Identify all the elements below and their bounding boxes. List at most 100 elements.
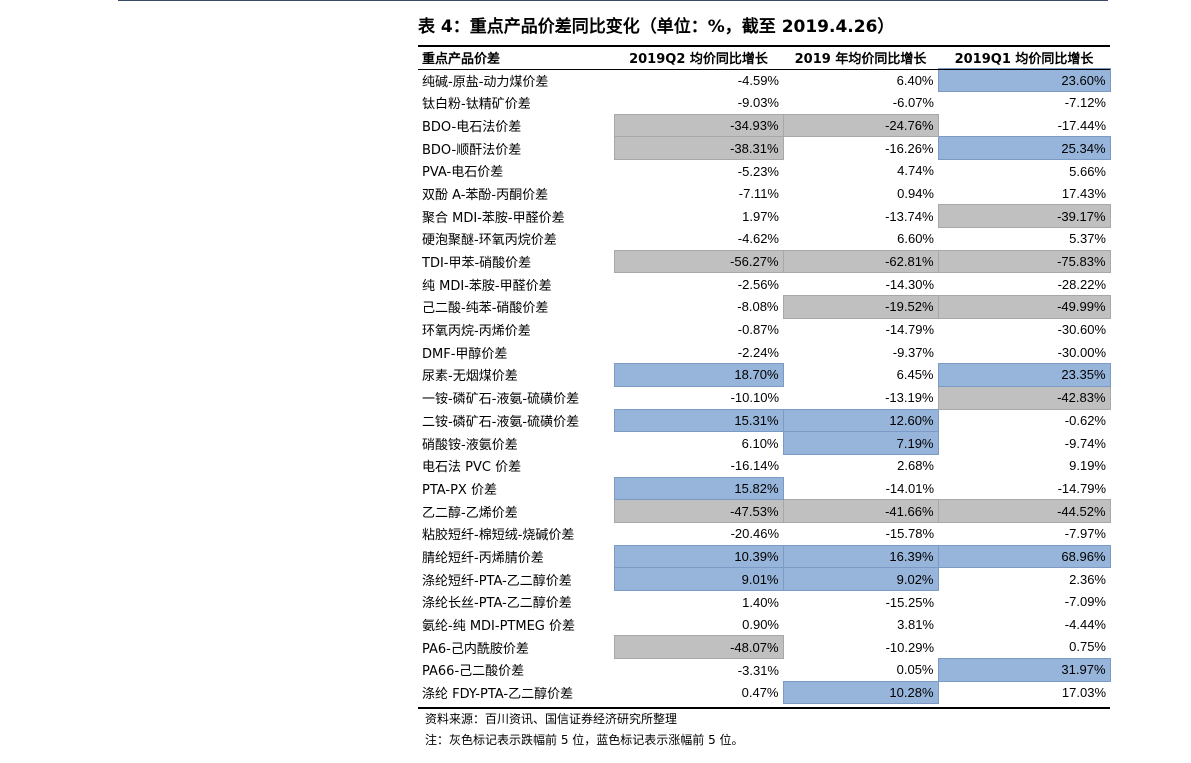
table-row: 氨纶-纯 MDI-PTMEG 价差 0.90% 3.81% -4.44% xyxy=(418,613,1110,636)
product-spread-name: 尿素-无烟煤价差 xyxy=(422,369,518,385)
table-row: 粘胶短纤-棉短绒-烧碱价差 -20.46% -15.78% -7.97% xyxy=(418,522,1110,545)
column-header-product: 重点产品价差 xyxy=(422,51,501,67)
table-row: 涤纶短纤-PTA-乙二醇价差 9.01% 9.02% 2.36% xyxy=(418,567,1110,591)
annual-yoy-value: 4.74% xyxy=(897,163,934,179)
q2-yoy-value: -34.93% xyxy=(613,113,784,138)
table-row: 双酚 A-苯酚-丙酮价差 -7.11% 0.94% 17.43% xyxy=(418,182,1110,205)
annual-yoy-value: -14.01% xyxy=(885,480,934,496)
annual-yoy-value: -62.81% xyxy=(782,249,939,274)
table-row: 钛白粉-钛精矿价差 -9.03% -6.07% -7.12% xyxy=(418,91,1110,114)
product-spread-name: 腈纶短纤-丙烯腈价差 xyxy=(422,550,544,566)
product-spread-name: BDO-电石法价差 xyxy=(422,119,522,135)
table-row: 聚合 MDI-苯胺-甲醛价差 1.97% -13.74% -39.17% xyxy=(418,204,1111,228)
product-spread-name: 硬泡聚醚-环氧丙烷价差 xyxy=(422,233,557,249)
product-spread-name: 钛白粉-钛精矿价差 xyxy=(422,97,531,113)
product-spread-name: 硝酸铵-液氨价差 xyxy=(422,437,518,453)
product-spread-name: 环氧丙烷-丙烯价差 xyxy=(422,324,531,340)
product-spread-name: PA6-己内酰胺价差 xyxy=(422,641,529,657)
q1-yoy-value: 2.36% xyxy=(1069,571,1106,587)
annual-yoy-value: -13.74% xyxy=(885,208,934,224)
annual-yoy-value: 3.81% xyxy=(897,617,934,633)
table-row: PTA-PX 价差 15.82% -14.01% -14.79% xyxy=(418,476,1110,501)
q2-yoy-value: -3.31% xyxy=(737,662,779,678)
table-row: 涤纶 FDY-PTA-乙二醇价差 0.47% 10.28% 17.03% xyxy=(418,680,1110,705)
product-spread-name: 涤纶 FDY-PTA-乙二醇价差 xyxy=(422,687,574,703)
product-spread-name: 纯碱-原盐-动力煤价差 xyxy=(422,74,549,90)
page-top-line xyxy=(118,0,1108,1)
q2-yoy-value: 6.10% xyxy=(741,435,779,451)
q2-yoy-value: -0.87% xyxy=(737,322,779,338)
q1-yoy-value: -39.17% xyxy=(937,204,1111,228)
q1-yoy-value: -0.62% xyxy=(1064,413,1106,429)
q2-yoy-value: 1.40% xyxy=(742,594,779,610)
q1-yoy-value: -49.99% xyxy=(937,295,1111,319)
annual-yoy-value: 0.05% xyxy=(896,662,934,678)
q1-yoy-value: -17.44% xyxy=(1057,117,1106,133)
q1-yoy-value: -28.22% xyxy=(1057,276,1106,292)
q1-yoy-value: -30.00% xyxy=(1057,344,1106,360)
product-spread-name: 聚合 MDI-苯胺-甲醛价差 xyxy=(422,210,565,226)
header-bottom-rule xyxy=(418,69,1110,70)
table-header-row: 重点产品价差 2019Q2 均价同比增长 2019 年均价同比增长 2019Q1… xyxy=(418,46,1110,69)
q2-yoy-value: 15.82% xyxy=(613,476,784,501)
annual-yoy-value: -14.30% xyxy=(885,276,934,292)
q1-yoy-value: 17.43% xyxy=(1061,185,1106,201)
product-spread-name: 二铵-磷矿石-液氨-硫磺价差 xyxy=(422,414,580,430)
q2-yoy-value: -5.23% xyxy=(737,163,779,179)
q1-yoy-value: -7.12% xyxy=(1064,95,1106,111)
product-spread-name: 一铵-磷矿石-液氨-硫磺价差 xyxy=(422,392,580,408)
table-row: PA6-己内酰胺价差 -48.07% -10.29% 0.75% xyxy=(418,635,1110,660)
table-row: 硝酸铵-液氨价差 6.10% 7.19% -9.74% xyxy=(418,431,1110,455)
q1-yoy-value: -75.83% xyxy=(937,249,1111,274)
q2-yoy-value: 0.90% xyxy=(742,616,779,632)
q2-yoy-value: -38.31% xyxy=(613,136,784,160)
q2-yoy-value: -8.08% xyxy=(737,299,779,315)
product-spread-name: TDI-甲苯-硝酸价差 xyxy=(422,256,532,272)
annual-yoy-value: -24.76% xyxy=(782,113,939,138)
q1-yoy-value: -42.83% xyxy=(937,385,1111,410)
q2-yoy-value: -2.56% xyxy=(737,276,779,292)
annual-yoy-value: 12.60% xyxy=(782,408,939,433)
q2-yoy-value: 0.47% xyxy=(741,685,779,701)
annual-yoy-value: -41.66% xyxy=(782,499,939,523)
q2-yoy-value: -10.10% xyxy=(730,390,779,406)
product-spread-name: 电石法 PVC 价差 xyxy=(422,460,522,476)
annual-yoy-value: 6.45% xyxy=(896,367,934,383)
annual-yoy-value: 7.19% xyxy=(782,431,939,455)
product-spread-name: 涤纶短纤-PTA-乙二醇价差 xyxy=(422,573,572,589)
table-row: 尿素-无烟煤价差 18.70% 6.45% 23.35% xyxy=(418,363,1111,387)
q1-yoy-value: 17.03% xyxy=(1061,685,1106,701)
product-spread-name: 双酚 A-苯酚-丙酮价差 xyxy=(422,187,549,203)
price-spread-table: 重点产品价差 2019Q2 均价同比增长 2019 年均价同比增长 2019Q1… xyxy=(418,46,1111,705)
table-row: 己二酸-纯苯-硝酸价差 -8.08% -19.52% -49.99% xyxy=(418,295,1111,319)
table-row: 二铵-磷矿石-液氨-硫磺价差 15.31% 12.60% -0.62% xyxy=(418,408,1110,433)
annual-yoy-value: -16.26% xyxy=(885,140,934,156)
table-row: 环氧丙烷-丙烯价差 -0.87% -14.79% -30.60% xyxy=(418,318,1110,341)
annual-yoy-value: -9.37% xyxy=(892,344,934,360)
product-spread-name: 己二酸-纯苯-硝酸价差 xyxy=(422,301,549,317)
q1-yoy-value: 25.34% xyxy=(937,136,1111,160)
table-row: PA66-己二酸价差 -3.31% 0.05% 31.97% xyxy=(418,658,1111,682)
q2-yoy-value: -9.03% xyxy=(737,94,779,110)
table-row: PVA-电石价差 -5.23% 4.74% 5.66% xyxy=(418,159,1110,182)
annual-yoy-value: 2.68% xyxy=(897,458,934,474)
q1-yoy-value: 23.60% xyxy=(937,68,1111,92)
q1-yoy-value: -9.74% xyxy=(1064,435,1106,451)
source-note: 资料来源：百川资讯、国信证券经济研究所整理 xyxy=(425,712,678,726)
q2-yoy-value: -4.62% xyxy=(737,231,779,247)
table-title: 表 4：重点产品价差同比变化（单位：%，截至 2019.4.26） xyxy=(418,17,895,37)
annual-yoy-value: 6.60% xyxy=(897,231,934,247)
product-spread-name: DMF-甲醇价差 xyxy=(422,346,508,362)
column-header-q2-yoy: 2019Q2 均价同比增长 xyxy=(629,51,768,67)
table-row: 纯 MDI-苯胺-甲醛价差 -2.56% -14.30% -28.22% xyxy=(418,273,1110,296)
q1-yoy-value: 9.19% xyxy=(1069,458,1106,474)
table-row: 涤纶长丝-PTA-乙二醇价差 1.40% -15.25% -7.09% xyxy=(418,591,1110,614)
column-header-2019-yoy: 2019 年均价同比增长 xyxy=(794,51,927,67)
annual-yoy-value: -15.25% xyxy=(885,594,934,610)
q2-yoy-value: -48.07% xyxy=(613,635,784,660)
table-row: 电石法 PVC 价差 -16.14% 2.68% 9.19% xyxy=(418,454,1110,477)
q1-yoy-value: 68.96% xyxy=(937,544,1111,569)
q1-yoy-value: 23.35% xyxy=(937,363,1111,387)
product-spread-name: 涤纶长丝-PTA-乙二醇价差 xyxy=(422,596,572,612)
q2-yoy-value: -7.11% xyxy=(738,185,779,201)
